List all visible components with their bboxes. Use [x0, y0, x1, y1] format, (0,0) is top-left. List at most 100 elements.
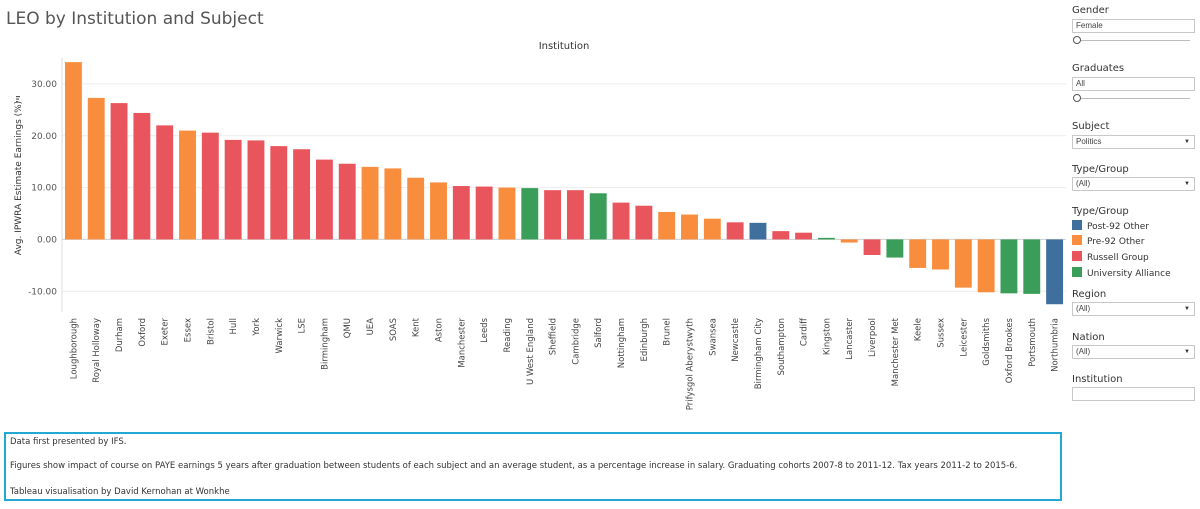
- x-tick-label: Oxford Brookes: [1005, 317, 1015, 383]
- legend-item-russell-group[interactable]: Russell Group: [1072, 251, 1149, 265]
- bar[interactable]: [156, 125, 174, 240]
- bar[interactable]: [726, 222, 744, 240]
- x-tick-label: York: [252, 318, 262, 337]
- x-tick-label: Hull: [229, 318, 239, 335]
- bar[interactable]: [224, 139, 242, 240]
- graduates-filter-label: Graduates: [1072, 63, 1125, 74]
- nation-dropdown-value: (All): [1076, 347, 1091, 356]
- page-title: LEO by Institution and Subject: [6, 9, 264, 29]
- y-axis: -10.00 0.00 10.00 20.00 30.00: [28, 58, 63, 312]
- bar[interactable]: [247, 140, 265, 240]
- bar[interactable]: [681, 214, 698, 240]
- x-tick-label: Birmingham City: [754, 318, 764, 389]
- bar[interactable]: [384, 168, 402, 240]
- bar[interactable]: [840, 239, 858, 243]
- x-tick-label: Exeter: [161, 318, 171, 346]
- bar[interactable]: [201, 132, 219, 240]
- bar[interactable]: [566, 190, 584, 240]
- bar[interactable]: [293, 149, 311, 240]
- bar[interactable]: [521, 188, 539, 240]
- x-tick-label: Cardiff: [800, 317, 810, 346]
- bar[interactable]: [179, 130, 196, 240]
- type-group-dropdown[interactable]: (All) ▼: [1072, 177, 1195, 191]
- legend-item-post-92-other[interactable]: Post-92 Other: [1072, 220, 1149, 234]
- x-tick-label: LSE: [298, 318, 308, 334]
- x-tick-label: SOAS: [389, 318, 399, 341]
- x-tick-label: Loughborough: [69, 318, 79, 379]
- legend-item-pre-92-other[interactable]: Pre-92 Other: [1072, 235, 1144, 249]
- notes-description: Figures show impact of course on PAYE ea…: [10, 461, 1018, 471]
- x-tick-label: Liverpool: [868, 318, 878, 357]
- institution-search-input[interactable]: [1072, 387, 1195, 401]
- bar[interactable]: [635, 205, 653, 240]
- x-tick-label: Manchester: [457, 318, 467, 368]
- subject-dropdown[interactable]: Politics ▼: [1072, 135, 1195, 149]
- legend-swatch: [1072, 235, 1082, 245]
- bar[interactable]: [1023, 239, 1041, 294]
- notes-source: Data first presented by IFS.: [10, 437, 127, 447]
- subject-dropdown-value: Politics: [1076, 137, 1102, 146]
- region-dropdown-value: (All): [1076, 304, 1091, 313]
- x-tick-label: Nottingham: [617, 318, 627, 368]
- bar[interactable]: [932, 239, 949, 270]
- bar[interactable]: [817, 237, 835, 240]
- x-tick-label: Cambridge: [571, 318, 581, 365]
- subject-filter-label: Subject: [1072, 121, 1110, 132]
- bar[interactable]: [749, 222, 767, 240]
- x-tick-label: Edinburgh: [640, 318, 650, 361]
- y-tick-label: 0.00: [37, 235, 57, 245]
- bar[interactable]: [475, 186, 493, 240]
- bar[interactable]: [498, 187, 516, 240]
- graduates-slider-track[interactable]: [1078, 98, 1190, 99]
- bar[interactable]: [886, 239, 904, 258]
- bar[interactable]: [110, 103, 128, 240]
- bar[interactable]: [407, 177, 425, 240]
- x-tick-label: Leeds: [480, 317, 490, 342]
- bar[interactable]: [772, 231, 790, 240]
- bar[interactable]: [315, 159, 333, 240]
- bar[interactable]: [589, 193, 607, 240]
- chevron-down-icon: ▼: [1184, 306, 1190, 312]
- bar[interactable]: [338, 163, 356, 240]
- graduates-slider-handle[interactable]: [1073, 94, 1081, 102]
- x-tick-label: Aston: [435, 318, 445, 342]
- nation-filter-label: Nation: [1072, 332, 1105, 343]
- bar[interactable]: [1000, 239, 1018, 294]
- bar[interactable]: [452, 186, 470, 240]
- chevron-down-icon: ▼: [1184, 181, 1190, 187]
- x-tick-label: Manchester Met: [891, 317, 901, 386]
- notes-credit: Tableau visualisation by David Kernohan …: [10, 487, 230, 497]
- bar[interactable]: [795, 232, 813, 240]
- bar[interactable]: [954, 239, 972, 288]
- bar-chart: -10.00 0.00 10.00 20.00 30.00 Loughborough Ro…: [14, 41, 1066, 410]
- legend-item-university-alliance[interactable]: University Alliance: [1072, 267, 1171, 281]
- sort-icon[interactable]: [16, 96, 20, 103]
- bar[interactable]: [703, 218, 721, 240]
- bar[interactable]: [1046, 239, 1064, 305]
- bar[interactable]: [909, 239, 927, 268]
- legend-swatch: [1072, 251, 1082, 261]
- nation-dropdown[interactable]: (All) ▼: [1072, 345, 1195, 359]
- x-tick-label: Sussex: [937, 318, 947, 348]
- gender-slider-handle[interactable]: [1073, 36, 1081, 44]
- graduates-filter-value[interactable]: All: [1072, 77, 1195, 91]
- bar[interactable]: [87, 97, 105, 240]
- bar[interactable]: [361, 166, 379, 240]
- bar[interactable]: [544, 190, 562, 240]
- x-tick-label: Reading: [503, 318, 513, 353]
- gender-slider-track[interactable]: [1078, 40, 1190, 41]
- bar[interactable]: [133, 112, 151, 240]
- x-tick-label: Kingston: [822, 318, 832, 355]
- bar[interactable]: [270, 146, 288, 240]
- gender-filter-value[interactable]: Female: [1072, 19, 1195, 33]
- region-dropdown[interactable]: (All) ▼: [1072, 302, 1195, 316]
- chart-title: Institution: [539, 41, 590, 52]
- bar[interactable]: [863, 239, 881, 255]
- bar[interactable]: [977, 239, 995, 293]
- chevron-down-icon: ▼: [1184, 349, 1190, 355]
- bar[interactable]: [430, 182, 447, 240]
- bar[interactable]: [658, 211, 676, 240]
- bar[interactable]: [612, 202, 630, 240]
- region-filter-label: Region: [1072, 289, 1107, 300]
- bar[interactable]: [64, 62, 82, 240]
